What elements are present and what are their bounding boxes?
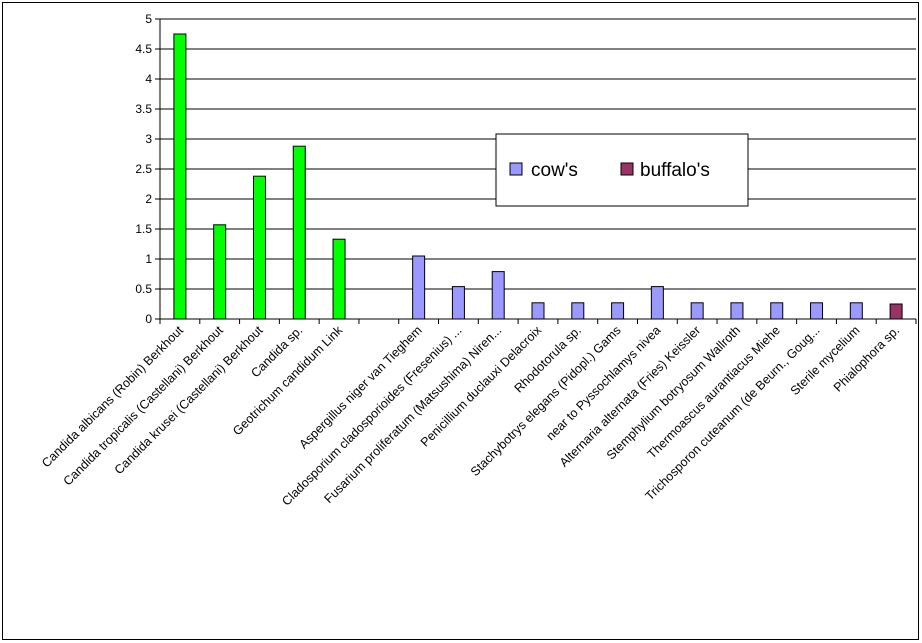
category-label: Candida albicans (Robin) Berkhout — [39, 323, 186, 470]
bar — [332, 238, 346, 320]
y-tick-label: 0 — [145, 312, 152, 326]
legend-swatch — [509, 162, 523, 176]
bar — [292, 145, 306, 320]
bar — [531, 302, 545, 320]
bar — [252, 175, 266, 320]
bar — [849, 302, 863, 320]
y-tick-label: 0.5 — [135, 282, 152, 296]
bar — [889, 303, 903, 320]
legend-label: buffalo's — [640, 160, 710, 181]
y-tick-label: 4.5 — [135, 42, 152, 56]
bar — [451, 286, 465, 320]
y-tick-label: 1 — [145, 252, 152, 266]
bar — [690, 302, 704, 320]
gridlines — [160, 18, 916, 290]
bar — [173, 33, 187, 320]
category-label: Alternaria alternata (Fries) Keissler — [557, 323, 703, 469]
bar — [770, 302, 784, 320]
bar — [491, 271, 505, 320]
y-tick-label: 4 — [145, 72, 152, 86]
y-tick-label: 3 — [145, 132, 152, 146]
bar — [730, 302, 744, 320]
y-tick-label: 3.5 — [135, 102, 152, 116]
category-label: Candida krusei (Castellani) Berkhout — [112, 323, 266, 477]
y-axis-ticks: 0 0.5 1 1.5 2 2.5 3 3.5 4 4.5 5 — [135, 12, 160, 326]
category-label: Stachybotrys elegans (Pidopl.) Gams — [468, 323, 624, 479]
y-tick-label: 2.5 — [135, 162, 152, 176]
bar — [611, 302, 625, 320]
y-tick-label: 2 — [145, 192, 152, 206]
bar — [213, 224, 227, 320]
legend: cow's buffalo's — [495, 133, 749, 207]
legend-label: cow's — [531, 160, 578, 181]
bar — [412, 255, 426, 320]
category-label: Sterile mycelium — [788, 323, 863, 398]
axes — [159, 19, 917, 324]
category-label: Candida tropicalis (Castellani) Berkhout — [61, 323, 227, 489]
bars — [173, 33, 903, 320]
y-tick-label: 1.5 — [135, 222, 152, 236]
bar — [810, 302, 824, 320]
bar — [571, 302, 585, 320]
bar — [650, 286, 664, 320]
y-tick-label: 5 — [145, 12, 152, 26]
legend-swatch — [620, 162, 634, 176]
category-labels: Candida albicans (Robin) BerkhoutCandida… — [39, 323, 902, 509]
